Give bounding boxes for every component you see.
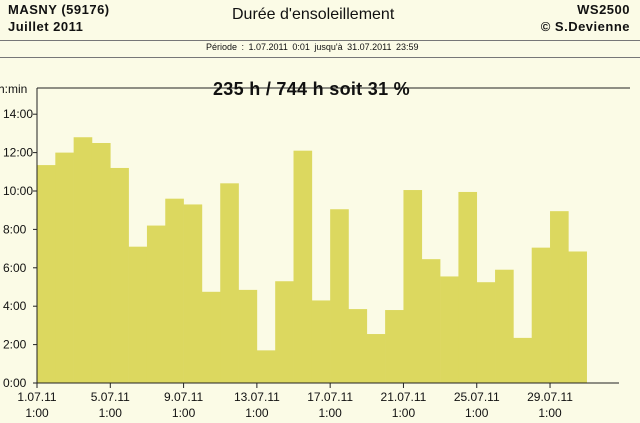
x-tick-time: 1:00 <box>99 406 123 420</box>
bar-1.07.11 <box>37 165 56 383</box>
bar-29.07.11 <box>550 211 569 383</box>
y-tick-label: 2:00 <box>3 338 27 352</box>
bar-16.07.11 <box>311 300 331 383</box>
x-tick-time: 1:00 <box>25 406 49 420</box>
x-tick-date: 25.07.11 <box>454 390 500 404</box>
period-range: Période : 1.07.2011 0:01 jusqu'à 31.07.2… <box>206 42 419 52</box>
y-tick-label: 14:00 <box>3 107 33 121</box>
x-ticks-group: 1.07.11 1:00 5.07.11 1:00 9.07.11 1:00 13.07.1… <box>17 383 573 420</box>
y-axis-label: h:min <box>0 82 27 96</box>
x-tick-date: 21.07.11 <box>381 390 427 404</box>
bar-8.07.11 <box>165 198 184 383</box>
bar-17.07.11 <box>330 209 349 383</box>
y-tick-label: 10:00 <box>3 184 33 198</box>
bar-5.07.11 <box>110 167 129 383</box>
bar-3.07.11 <box>73 137 93 383</box>
bar-21.07.11 <box>403 190 423 383</box>
bar-23.07.11 <box>440 276 459 383</box>
bar-2.07.11 <box>55 152 74 383</box>
bar-6.07.11 <box>128 246 148 383</box>
bar-13.07.11 <box>256 350 276 383</box>
x-tick-time: 1:00 <box>465 406 489 420</box>
bar-19.07.11 <box>366 334 386 383</box>
x-tick-time: 1:00 <box>172 406 196 420</box>
y-tick-label: 8:00 <box>3 222 27 236</box>
y-tick-label: 6:00 <box>3 261 27 275</box>
y-tick-label: 4:00 <box>3 299 27 313</box>
bar-18.07.11 <box>348 309 368 383</box>
bar-9.07.11 <box>183 204 203 383</box>
x-tick-date: 17.07.11 <box>307 390 353 404</box>
bar-25.07.11 <box>476 282 496 383</box>
station-name: MASNY (59176) <box>8 2 110 17</box>
y-ticks-group: 0:00 2:00 4:00 6:00 8:00 10:00 12:00 14:00 <box>3 107 37 390</box>
bar-15.07.11 <box>293 150 313 383</box>
bar-12.07.11 <box>238 289 258 383</box>
chart-title: Durée d'ensoleillement <box>232 6 395 23</box>
bar-4.07.11 <box>91 143 111 383</box>
axes-group <box>36 87 630 384</box>
bar-27.07.11 <box>513 337 533 383</box>
x-tick-time: 1:00 <box>538 406 562 420</box>
bar-26.07.11 <box>495 269 514 383</box>
bar-7.07.11 <box>146 225 166 383</box>
author-credit: © S.Devienne <box>540 19 630 34</box>
bar-10.07.11 <box>201 291 221 383</box>
device-name: WS2500 <box>577 2 630 17</box>
bar-11.07.11 <box>220 183 239 383</box>
bar-14.07.11 <box>275 281 294 383</box>
bar-22.07.11 <box>421 259 441 383</box>
x-tick-date: 29.07.11 <box>527 390 573 404</box>
x-tick-date: 13.07.11 <box>234 390 280 404</box>
bar-24.07.11 <box>458 191 478 383</box>
y-tick-label: 0:00 <box>3 376 27 390</box>
x-tick-time: 1:00 <box>392 406 416 420</box>
bar-30.07.11 <box>568 251 587 383</box>
month-label: Juillet 2011 <box>8 19 84 34</box>
x-tick-date: 9.07.11 <box>164 390 203 404</box>
bar-28.07.11 <box>531 247 551 383</box>
bar-20.07.11 <box>385 310 404 383</box>
x-tick-date: 1.07.11 <box>17 390 56 404</box>
x-tick-date: 5.07.11 <box>91 390 130 404</box>
bars-group <box>37 137 587 383</box>
x-tick-time: 1:00 <box>318 406 342 420</box>
sunshine-summary: 235 h / 744 h soit 31 % <box>213 79 410 99</box>
x-tick-time: 1:00 <box>245 406 269 420</box>
period-bar <box>0 40 640 58</box>
y-tick-label: 12:00 <box>3 146 33 160</box>
